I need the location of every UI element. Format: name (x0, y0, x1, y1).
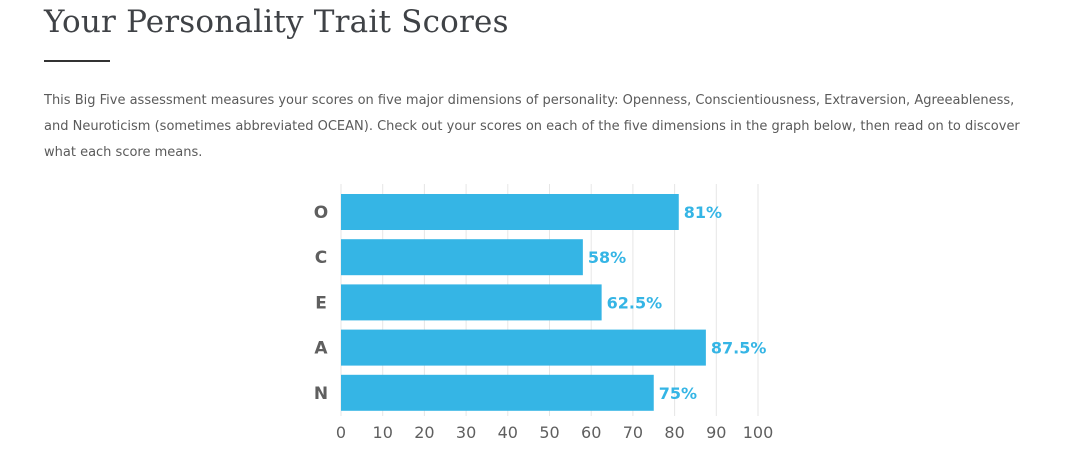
bar-c (341, 239, 583, 276)
x-tick-label: 40 (498, 423, 518, 442)
category-label: A (314, 339, 328, 359)
data-label: 62.5% (607, 293, 663, 312)
x-axis-ticks: 0 10 20 30 40 50 60 70 80 90 100 (336, 423, 773, 442)
bar-a (341, 329, 706, 366)
data-label: 58% (588, 248, 626, 267)
x-tick-label: 10 (373, 423, 393, 442)
category-label: E (315, 293, 327, 313)
bar-e (341, 284, 602, 321)
x-tick-label: 60 (581, 423, 601, 442)
title-divider (44, 60, 110, 62)
page-title: Your Personality Trait Scores (44, 4, 509, 40)
data-label: 75% (659, 384, 697, 403)
x-tick-label: 0 (336, 423, 346, 442)
intro-paragraph: This Big Five assessment measures your s… (44, 93, 1020, 160)
x-tick-label: 50 (539, 423, 559, 442)
data-label: 81% (684, 203, 722, 222)
x-tick-label: 80 (664, 423, 684, 442)
category-label: C (315, 248, 327, 268)
data-labels: 81% 58% 62.5% 87.5% 75% (588, 203, 767, 403)
category-label: N (314, 384, 328, 404)
x-tick-label: 100 (743, 423, 774, 442)
x-tick-label: 30 (456, 423, 476, 442)
data-label: 87.5% (711, 339, 767, 358)
bars (341, 194, 706, 411)
x-tick-label: 90 (706, 423, 726, 442)
category-labels: O C E A N (314, 203, 329, 404)
bar-o (341, 194, 679, 230)
bar-n (341, 374, 654, 411)
category-label: O (314, 203, 328, 223)
x-tick-label: 70 (623, 423, 643, 442)
x-tick-label: 20 (414, 423, 434, 442)
